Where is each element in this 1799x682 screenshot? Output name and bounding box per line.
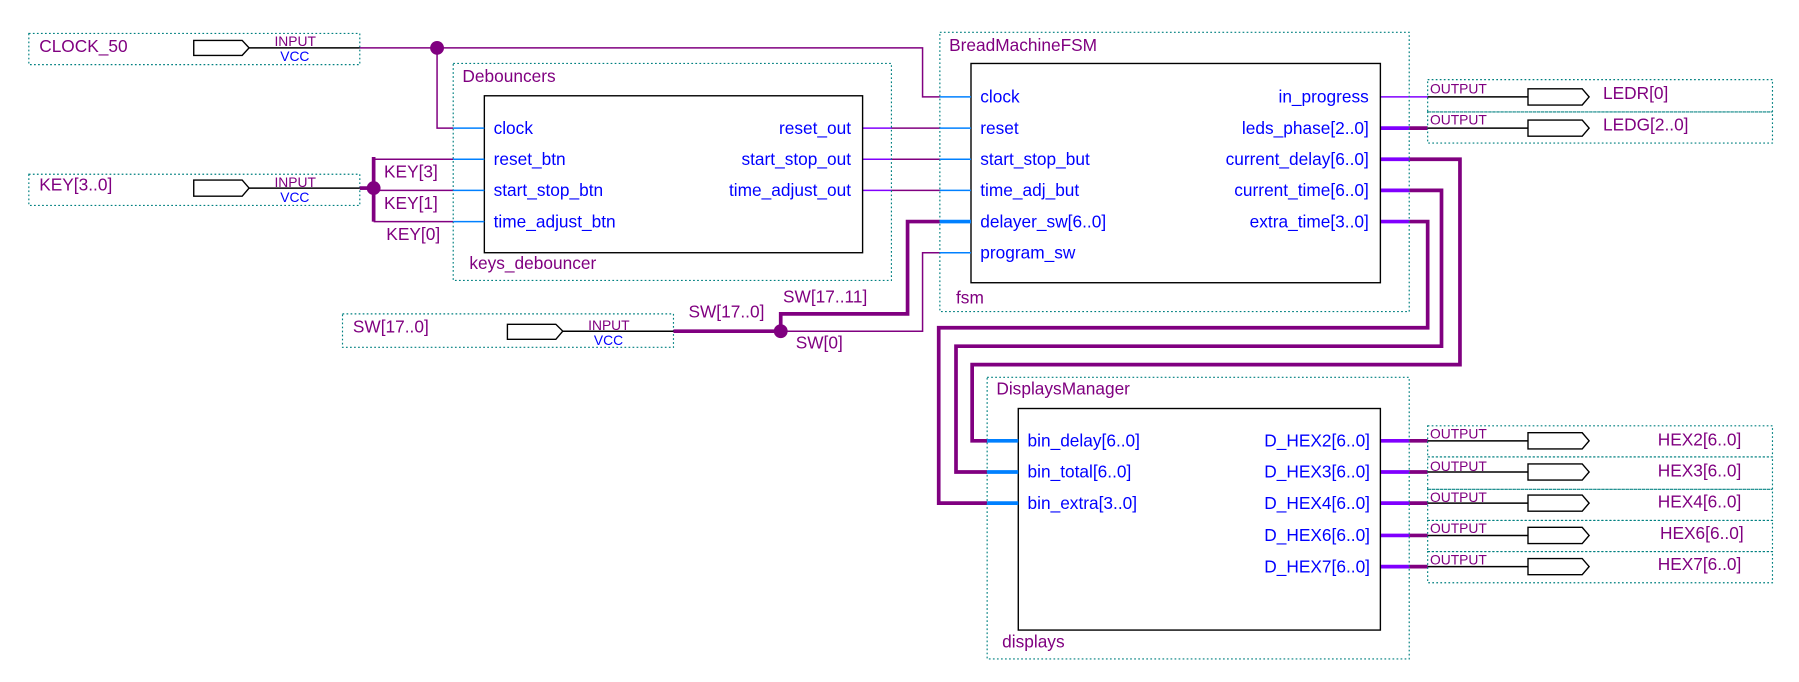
output-pin-ledg[interactable]: OUTPUT LEDG[2..0] [1427,111,1774,144]
port-out: current_delay[6..0] [1226,149,1369,169]
input-pin-icon [193,179,251,197]
port-in: reset [980,118,1019,138]
block-debouncers[interactable]: Debouncers clock reset_btn start_stop_bt… [452,62,893,281]
port-in: bin_extra[3..0] [1028,493,1138,513]
output-pin-icon [1527,557,1591,576]
output-pin-ledr[interactable]: OUTPUT LEDR[0] [1427,79,1774,113]
port-out: D_HEX3[6..0] [1264,462,1370,482]
module-name: Debouncers [462,66,556,86]
pin-type: OUTPUT [1430,489,1487,505]
pin-name: SW[17..0] [353,316,429,336]
output-pin-icon [1527,88,1591,106]
output-pin-icon [1527,119,1591,137]
wires [359,40,1462,569]
block-fsm[interactable]: BreadMachineFSM clock reset start_stop_b… [939,31,1410,313]
port-out: reset_out [779,118,851,138]
pin-type: INPUT [588,317,630,333]
port-in: start_stop_but [980,149,1090,169]
pin-default: VCC [280,189,309,205]
port-out: start_stop_out [741,149,851,169]
junction-dot [430,40,444,55]
input-pin-sw[interactable]: SW[17..0] INPUT VCC [341,313,675,348]
pin-name: LEDG[2..0] [1603,114,1689,134]
port-in: time_adj_but [980,180,1079,200]
pin-name: HEX2[6..0] [1658,429,1742,449]
pin-name: LEDR[0] [1603,83,1668,103]
pin-type: OUTPUT [1430,520,1487,536]
pin-type: OUTPUT [1430,551,1487,567]
instance-name: keys_debouncer [469,253,596,273]
port-out: D_HEX7[6..0] [1264,556,1370,576]
pin-type: INPUT [274,33,316,49]
output-pin-icon [1527,432,1591,450]
input-pin-icon [506,323,564,340]
port-out: D_HEX4[6..0] [1264,493,1370,513]
pin-name: HEX3[6..0] [1658,461,1742,481]
port-in: reset_btn [494,149,566,169]
port-out: extra_time[3..0] [1250,211,1369,231]
pin-name: KEY[3..0] [39,174,112,194]
wire-label-key3: KEY[3] [384,162,438,182]
module-name: DisplaysManager [996,379,1130,399]
block-displays[interactable]: DisplaysManager bin_delay[6..0] bin_tota… [986,376,1410,660]
pin-default: VCC [280,48,309,64]
instance-name: fsm [956,287,984,307]
port-out: D_HEX6[6..0] [1264,525,1370,545]
port-out: leds_phase[2..0] [1242,118,1369,138]
pin-type: OUTPUT [1430,458,1487,474]
module-name: BreadMachineFSM [949,35,1097,55]
output-pin-icon [1527,494,1591,512]
junction-dot [366,181,381,196]
pin-type: OUTPUT [1430,112,1487,128]
pin-name: CLOCK_50 [39,36,127,56]
input-pin-icon [193,39,251,57]
port-in: delayer_sw[6..0] [980,211,1106,231]
port-in: start_stop_btn [494,180,604,200]
pin-name: HEX7[6..0] [1658,554,1742,574]
pin-type: OUTPUT [1430,80,1487,96]
pin-type: INPUT [274,174,316,190]
port-in: bin_total[6..0] [1028,462,1132,482]
output-pin-hex3[interactable]: OUTPUT HEX3[6..0] [1427,456,1774,490]
port-out: time_adjust_out [729,180,851,200]
pin-name: HEX4[6..0] [1658,492,1742,512]
pin-name: HEX6[6..0] [1660,523,1744,543]
junction-dot [773,324,788,339]
port-in: bin_delay[6..0] [1028,431,1140,451]
output-pin-icon [1527,463,1591,481]
output-pin-hex7[interactable]: OUTPUT HEX7[6..0] [1427,551,1774,584]
pin-default: VCC [594,332,623,348]
wire-label-sw-hi: SW[17..11] [783,286,867,306]
output-pin-icon [1527,526,1591,545]
wire-label-sw-all: SW[17..0] [688,301,764,321]
port-in: time_adjust_btn [494,211,616,231]
port-out: D_HEX2[6..0] [1264,431,1370,451]
output-pin-hex2[interactable]: OUTPUT HEX2[6..0] [1427,425,1774,458]
input-pin-key[interactable]: KEY[3..0] INPUT VCC [28,173,361,206]
instance-name: displays [1002,631,1065,651]
wire-label-sw0: SW[0] [796,332,843,352]
wire-label-key0: KEY[0] [386,224,440,244]
port-in: clock [980,87,1020,107]
wire-label-key1: KEY[1] [384,193,438,213]
port-out: in_progress [1278,87,1369,107]
port-in: program_sw [980,242,1076,262]
output-pin-hex4[interactable]: OUTPUT HEX4[6..0] [1427,488,1774,522]
port-out: current_time[6..0] [1234,180,1369,200]
port-in: clock [494,118,534,138]
output-pin-hex6[interactable]: OUTPUT HEX6[6..0] [1427,519,1774,553]
input-pin-clock[interactable]: CLOCK_50 INPUT VCC [28,32,361,66]
pin-type: OUTPUT [1430,426,1487,442]
